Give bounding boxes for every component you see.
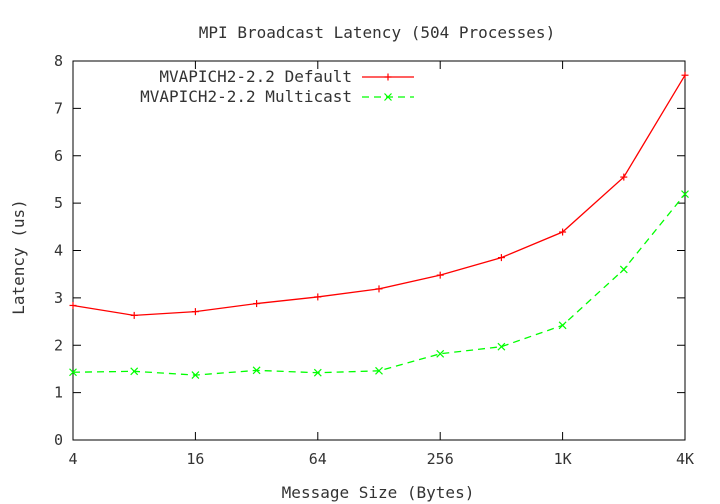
y-tick-label: 2 (54, 336, 63, 354)
data-point (253, 300, 261, 308)
data-point (69, 301, 77, 309)
data-point (314, 293, 322, 301)
x-tick-label: 1K (554, 450, 572, 468)
data-point (69, 368, 77, 377)
data-point (681, 71, 689, 79)
x-tick-label: 4K (676, 450, 694, 468)
x-tick-label: 4 (68, 450, 77, 468)
series-2 (69, 190, 689, 380)
y-tick-label: 6 (54, 147, 63, 165)
data-point (559, 228, 567, 236)
y-tick-label: 7 (54, 99, 63, 117)
data-point (130, 311, 138, 319)
y-tick-label: 8 (54, 52, 63, 70)
y-tick-label: 0 (54, 431, 63, 449)
chart-title: MPI Broadcast Latency (504 Processes) (199, 23, 555, 42)
data-point (375, 366, 383, 375)
data-point (619, 265, 628, 274)
y-tick-label: 1 (54, 384, 63, 402)
x-tick-label: 16 (186, 450, 204, 468)
series-layer (69, 71, 689, 380)
plot-frame (72, 60, 686, 441)
data-point (558, 321, 567, 330)
x-axis-label: Message Size (Bytes) (282, 483, 475, 502)
data-point (436, 349, 445, 358)
y-axis-label: Latency (us) (9, 199, 28, 315)
x-tick-label: 64 (309, 450, 327, 468)
legend-marker (384, 93, 392, 101)
y-tick-label: 3 (54, 289, 63, 307)
data-point (497, 254, 505, 262)
y-tick-label: 4 (54, 242, 63, 260)
data-point (191, 371, 200, 380)
legend-label: MVAPICH2-2.2 Multicast (140, 87, 352, 106)
y-tick-label: 5 (54, 194, 63, 212)
data-point (497, 342, 506, 351)
data-point (191, 308, 199, 316)
series-line (72, 74, 686, 317)
data-point (252, 366, 261, 375)
data-point (436, 271, 444, 279)
data-point (620, 173, 628, 181)
data-point (375, 285, 383, 293)
series-1 (69, 71, 689, 319)
legend-marker (384, 73, 392, 81)
data-point (313, 368, 322, 377)
data-point (130, 367, 139, 376)
x-tick-label: 256 (427, 450, 454, 468)
data-point (681, 190, 689, 199)
x-axis: 4 16 64 256 1K 4K (68, 61, 694, 468)
series-line (72, 193, 686, 376)
y-axis: 0 1 2 3 4 5 6 7 8 (54, 52, 685, 449)
legend-label: MVAPICH2-2.2 Default (159, 67, 352, 86)
